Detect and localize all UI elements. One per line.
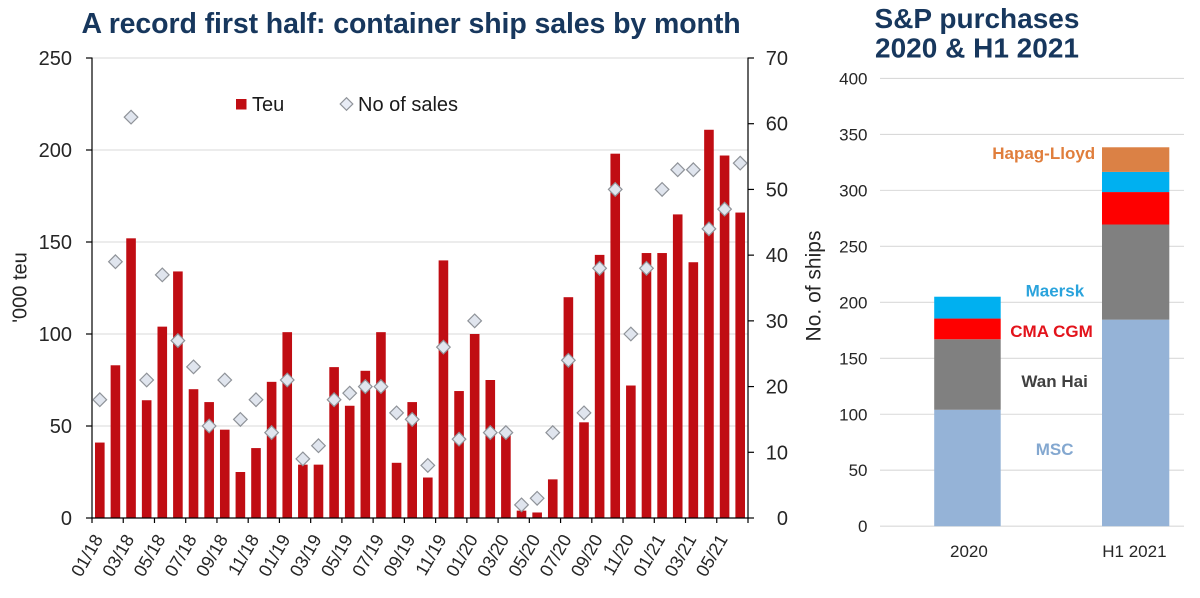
svg-text:0: 0 — [858, 517, 867, 536]
svg-text:400: 400 — [839, 69, 867, 88]
svg-text:20: 20 — [766, 377, 788, 399]
svg-text:10: 10 — [766, 442, 788, 464]
svg-text:'000 teu: '000 teu — [10, 252, 32, 323]
svg-text:150: 150 — [39, 232, 72, 254]
svg-text:2020 & H1 2021: 2020 & H1 2021 — [875, 33, 1079, 64]
svg-text:Teu: Teu — [252, 94, 284, 116]
svg-text:40: 40 — [766, 245, 788, 267]
svg-text:No. of ships: No. of ships — [803, 231, 826, 342]
svg-text:250: 250 — [39, 48, 72, 70]
svg-text:H1 2021: H1 2021 — [1102, 542, 1166, 561]
svg-text:100: 100 — [839, 405, 867, 424]
svg-text:250: 250 — [839, 237, 867, 256]
svg-text:A record first half: container: A record first half: container ship sale… — [81, 8, 740, 40]
svg-text:S&P purchases: S&P purchases — [875, 3, 1080, 34]
svg-text:200: 200 — [839, 293, 867, 312]
svg-text:Maersk: Maersk — [1026, 282, 1085, 301]
svg-text:Hapag-Lloyd: Hapag-Lloyd — [992, 144, 1095, 163]
svg-text:200: 200 — [39, 140, 72, 162]
svg-text:100: 100 — [39, 324, 72, 346]
svg-text:MSC: MSC — [1036, 440, 1074, 459]
svg-text:300: 300 — [839, 181, 867, 200]
svg-text:50: 50 — [766, 179, 788, 201]
svg-text:0: 0 — [777, 508, 788, 530]
svg-text:2020: 2020 — [950, 542, 988, 561]
svg-text:No of sales: No of sales — [358, 94, 458, 116]
svg-text:0: 0 — [61, 508, 72, 530]
svg-text:50: 50 — [849, 461, 868, 480]
svg-text:CMA CGM: CMA CGM — [1010, 322, 1092, 341]
svg-text:30: 30 — [766, 311, 788, 333]
svg-text:70: 70 — [766, 48, 788, 70]
svg-text:60: 60 — [766, 114, 788, 136]
svg-text:50: 50 — [50, 416, 72, 438]
svg-text:150: 150 — [839, 349, 867, 368]
svg-text:350: 350 — [839, 125, 867, 144]
svg-text:Wan Hai: Wan Hai — [1021, 372, 1087, 391]
